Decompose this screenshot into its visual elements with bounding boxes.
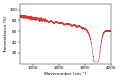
Y-axis label: Transmittance (%): Transmittance (%) [4, 15, 8, 53]
X-axis label: Wavenumber (cm⁻¹): Wavenumber (cm⁻¹) [44, 72, 87, 76]
